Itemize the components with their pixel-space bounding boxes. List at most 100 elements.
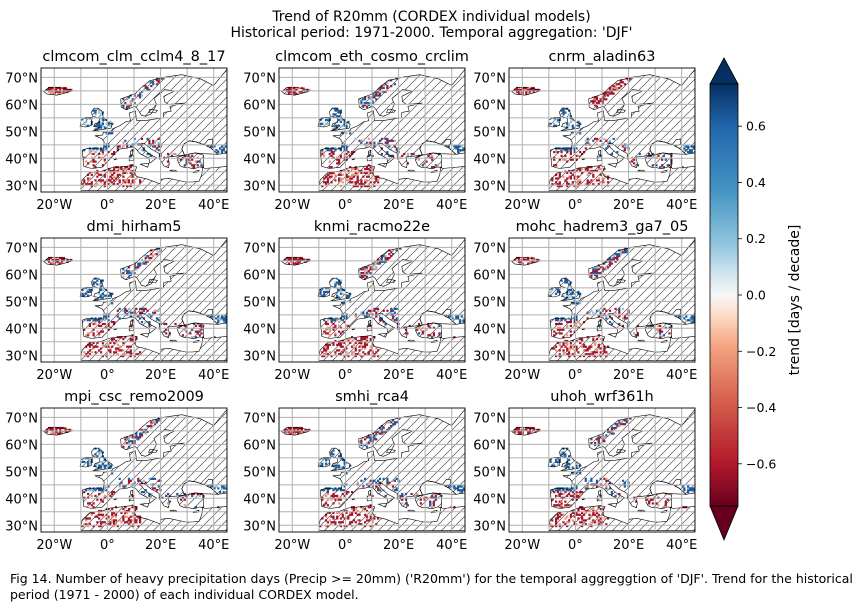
trend-cell [616,253,619,256]
trend-cell [334,326,337,329]
trend-cell [336,317,339,320]
trend-cell [94,351,97,354]
trend-cell [384,260,387,263]
trend-cell [586,353,589,356]
trend-cell [222,319,225,322]
trend-cell [133,173,136,176]
trend-cell [573,296,576,299]
trend-cell [564,491,567,494]
trend-cell [577,517,580,520]
trend-cell [129,102,132,105]
trend-cell [573,147,576,150]
trend-cell [549,122,552,125]
trend-cell [224,315,227,318]
trend-cell [364,443,367,447]
trend-cell [625,249,628,252]
trend-cell [60,430,64,433]
trend-cell [564,279,567,282]
trend-cell [103,485,106,488]
trend-cell [347,343,350,346]
trend-cell [556,151,559,154]
trend-cell [579,355,582,358]
trend-cell [365,175,369,178]
trend-cell [592,100,595,103]
trend-cell [341,319,344,322]
trend-cell [339,521,342,524]
trend-cell [62,256,65,260]
trend-cell [101,294,104,297]
trend-cell [319,124,322,127]
trend-cell [127,179,131,182]
trend-cell [584,509,587,513]
trend-cell [47,90,51,93]
trend-cell [185,158,188,161]
trend-cell [457,489,460,492]
trend-cell [165,328,168,331]
trend-cell [614,88,617,91]
trend-cell [343,321,346,324]
trend-cell [111,472,114,475]
trend-cell [553,124,556,127]
trend-cell [517,258,520,261]
trend-cell [532,260,535,263]
trend-cell [365,436,369,439]
trend-cell [325,353,328,356]
trend-cell [365,338,369,341]
trend-cell [62,86,65,90]
trend-cell [568,353,571,356]
trend-cell [564,339,567,343]
trend-cell [564,147,567,150]
trend-cell [347,179,350,182]
trend-cell [657,154,660,157]
trend-cell [339,156,342,159]
trend-cell [51,88,54,91]
y-tick-label: 50°N [243,465,276,480]
trend-cell [569,149,572,152]
trend-cell [564,298,567,301]
trend-cell [98,122,101,125]
trend-cell [129,166,132,169]
trend-cell [579,521,582,524]
trend-cell [131,515,134,518]
trend-cell [633,158,636,161]
trend-cell [362,506,365,509]
trend-cell [566,339,569,343]
trend-cell [113,169,116,173]
trend-cell [378,262,382,265]
trend-cell [399,496,402,499]
trend-cell [98,509,101,513]
panel-frame [278,237,466,363]
trend-cell [135,141,138,144]
trend-cell [564,281,567,284]
trend-cell [338,181,341,184]
trend-cell [651,498,654,501]
trend-cell [200,162,203,165]
trend-cell [614,256,617,260]
trend-cell [562,343,565,346]
trend-cell [375,523,378,526]
trend-cell [369,181,372,184]
trend-cell [562,317,565,320]
trend-cell [364,171,367,174]
trend-cell [109,466,112,469]
trend-cell [378,258,382,261]
trend-cell [105,489,108,492]
trend-cell [217,151,220,154]
trend-cell [213,487,216,490]
trend-cell [365,166,369,169]
trend-cell [582,345,586,348]
trend-cell [564,517,567,520]
trend-cell [687,151,690,154]
x-tick-label: 40°E [666,538,697,553]
trend-cell [105,122,108,125]
trend-cell [321,496,324,499]
trend-cell [131,175,134,178]
trend-cell [597,436,600,439]
trend-cell [659,152,662,156]
trend-cell [568,175,571,178]
trend-cell [528,88,532,91]
trend-cell [607,345,610,348]
trend-cell [59,428,62,431]
trend-cell [687,145,690,148]
trend-cell [90,149,93,152]
